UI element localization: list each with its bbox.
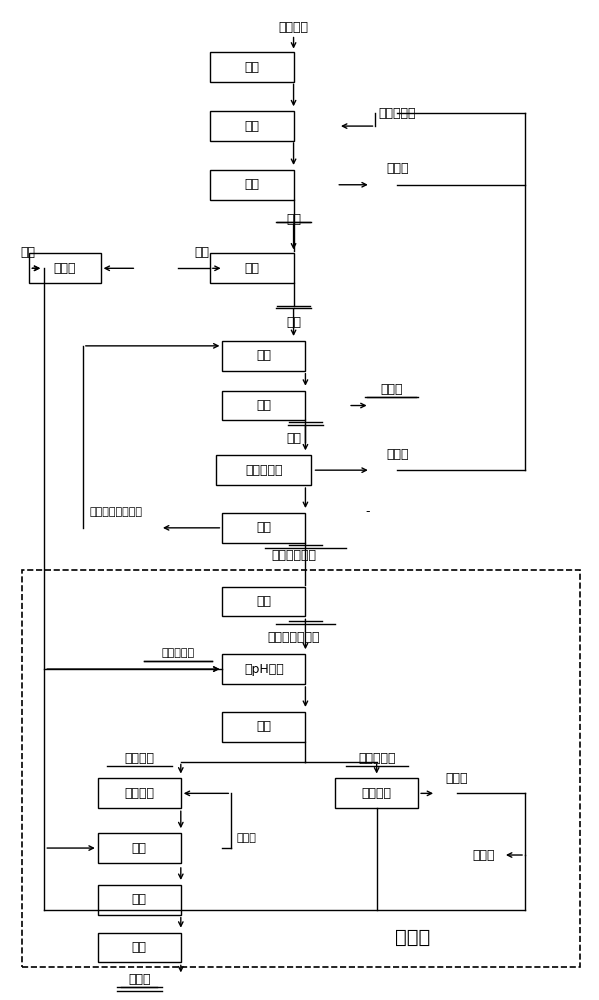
FancyBboxPatch shape (29, 253, 101, 283)
Text: 氧化铝: 氧化铝 (128, 973, 150, 986)
Text: 硫酸铵溶液: 硫酸铵溶液 (358, 752, 395, 765)
Text: 水吸收: 水吸收 (54, 262, 76, 275)
Text: 含铝物料: 含铝物料 (279, 21, 308, 34)
Text: 焙烧: 焙烧 (244, 262, 259, 275)
FancyBboxPatch shape (222, 513, 305, 543)
Text: 调pH沉淀: 调pH沉淀 (244, 663, 284, 676)
Text: 含铁硫酸铝铵溶液: 含铁硫酸铝铵溶液 (89, 507, 142, 517)
Text: 蒸馏水: 蒸馏水 (472, 849, 495, 862)
Text: -: - (365, 505, 370, 518)
Text: 熟料: 熟料 (286, 316, 301, 329)
FancyBboxPatch shape (222, 341, 305, 371)
Text: 氢氧化铝: 氢氧化铝 (124, 752, 155, 765)
Text: 逆向三洗: 逆向三洗 (124, 787, 155, 800)
FancyBboxPatch shape (98, 933, 181, 962)
Text: 溶出: 溶出 (256, 349, 271, 362)
Text: 煅烧: 煅烧 (132, 941, 147, 954)
Text: 氨水: 氨水 (21, 246, 36, 259)
Text: 氨气或氨水: 氨气或氨水 (161, 648, 195, 658)
Text: 硫酸铝铵晶体: 硫酸铝铵晶体 (271, 549, 316, 562)
FancyBboxPatch shape (216, 455, 311, 485)
Text: 过滤: 过滤 (256, 720, 271, 733)
Text: 脱水: 脱水 (244, 178, 259, 191)
Text: 蒸发水: 蒸发水 (446, 772, 468, 785)
Text: 蒸发水: 蒸发水 (386, 448, 409, 461)
Text: 提铝渣: 提铝渣 (380, 383, 403, 396)
FancyBboxPatch shape (210, 253, 294, 283)
Text: 浓硫酸铵液: 浓硫酸铵液 (379, 107, 416, 120)
Text: 过滤: 过滤 (132, 842, 147, 855)
FancyBboxPatch shape (210, 111, 294, 141)
FancyBboxPatch shape (210, 52, 294, 82)
Text: 重结晶除铁: 重结晶除铁 (245, 464, 283, 477)
FancyBboxPatch shape (98, 778, 181, 808)
Text: 干料: 干料 (286, 213, 301, 226)
Text: 干燥: 干燥 (132, 893, 147, 906)
FancyBboxPatch shape (210, 170, 294, 200)
Bar (22, 570, 580, 967)
FancyBboxPatch shape (222, 587, 305, 616)
Text: 水溶: 水溶 (256, 595, 271, 608)
Text: 过滤: 过滤 (256, 399, 271, 412)
Text: 混料: 混料 (244, 120, 259, 133)
Text: 蒸发浓缩: 蒸发浓缩 (362, 787, 392, 800)
FancyBboxPatch shape (222, 654, 305, 684)
Text: 氨气: 氨气 (194, 246, 209, 259)
FancyBboxPatch shape (98, 885, 181, 915)
Text: 蒸发水: 蒸发水 (386, 162, 409, 175)
Text: 磨细: 磨细 (244, 61, 259, 74)
FancyBboxPatch shape (222, 712, 305, 742)
Text: 硫酸铝铵精制液: 硫酸铝铵精制液 (267, 631, 320, 644)
Text: 方案二: 方案二 (395, 928, 430, 947)
FancyBboxPatch shape (98, 833, 181, 863)
Text: 洗涤水: 洗涤水 (236, 833, 256, 843)
Text: 过滤: 过滤 (256, 521, 271, 534)
FancyBboxPatch shape (222, 391, 305, 420)
FancyBboxPatch shape (335, 778, 418, 808)
Text: 溶液: 溶液 (286, 432, 301, 445)
